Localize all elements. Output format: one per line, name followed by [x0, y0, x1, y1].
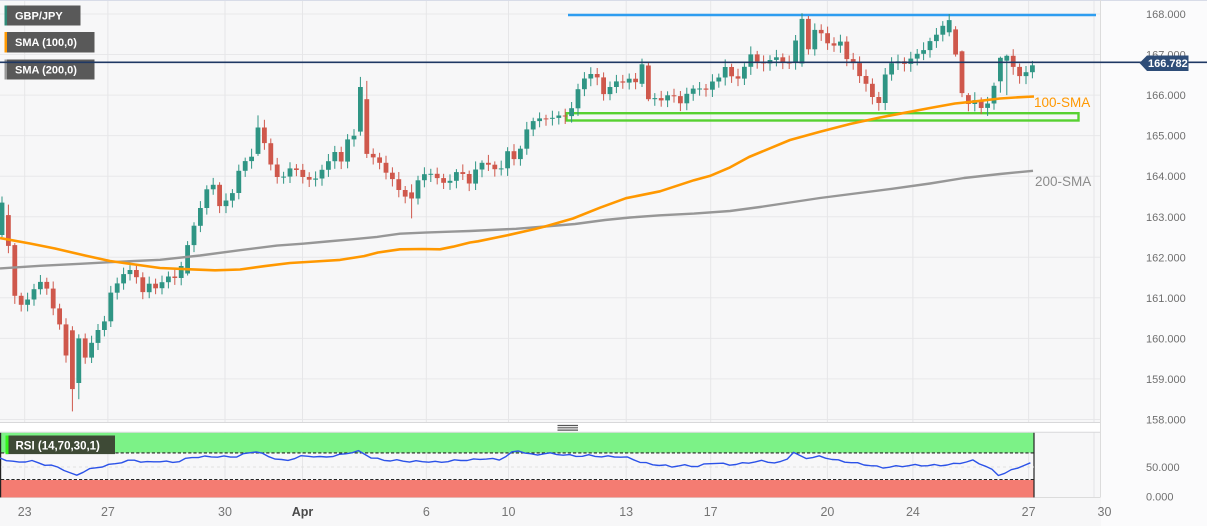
- svg-text:163.000: 163.000: [1146, 212, 1186, 224]
- svg-text:166.782: 166.782: [1148, 58, 1188, 70]
- svg-text:161.000: 161.000: [1146, 293, 1186, 305]
- svg-text:27: 27: [1022, 505, 1036, 519]
- svg-text:164.000: 164.000: [1146, 171, 1186, 183]
- svg-text:SMA (200,0): SMA (200,0): [15, 65, 77, 77]
- svg-text:168.000: 168.000: [1146, 9, 1186, 21]
- svg-text:50.000: 50.000: [1146, 462, 1180, 474]
- svg-text:30: 30: [218, 505, 232, 519]
- svg-text:0.000: 0.000: [1146, 492, 1174, 504]
- svg-text:17: 17: [704, 505, 718, 519]
- svg-text:200-SMA: 200-SMA: [1035, 174, 1091, 189]
- svg-text:160.000: 160.000: [1146, 333, 1186, 345]
- svg-text:SMA (100,0): SMA (100,0): [15, 37, 77, 49]
- svg-text:13: 13: [619, 505, 633, 519]
- svg-text:159.000: 159.000: [1146, 374, 1186, 386]
- svg-text:6: 6: [423, 505, 430, 519]
- svg-text:GBP/JPY: GBP/JPY: [15, 11, 63, 23]
- svg-text:23: 23: [18, 505, 32, 519]
- svg-text:Apr: Apr: [292, 505, 314, 519]
- svg-text:RSI (14,70,30,1): RSI (14,70,30,1): [16, 440, 101, 452]
- svg-text:165.000: 165.000: [1146, 131, 1186, 143]
- svg-text:20: 20: [820, 505, 834, 519]
- svg-text:27: 27: [101, 505, 115, 519]
- svg-text:162.000: 162.000: [1146, 252, 1186, 264]
- svg-text:100-SMA: 100-SMA: [1034, 95, 1090, 110]
- svg-text:10: 10: [502, 505, 516, 519]
- svg-text:158.000: 158.000: [1146, 415, 1186, 427]
- svg-text:24: 24: [906, 505, 920, 519]
- svg-text:30: 30: [1098, 505, 1112, 519]
- svg-text:166.000: 166.000: [1146, 90, 1186, 102]
